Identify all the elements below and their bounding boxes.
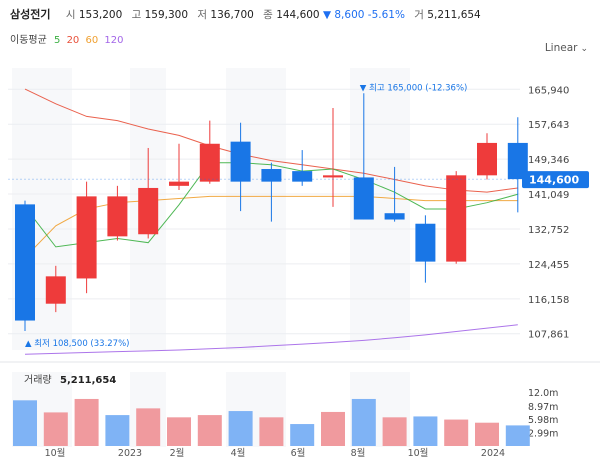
close-value: 144,600 [276,9,320,21]
candle-body [384,213,405,220]
volume-bar [259,417,284,446]
volume-y-tick-label: 12.0m [528,388,558,399]
candle-body [415,223,436,262]
volume-y-tick-label: 5.98m [528,415,558,426]
volume-bar [351,398,376,446]
y-tick-label: 157,643 [528,120,569,131]
x-tick-label: 8월 [351,447,366,457]
volume-bar [444,419,469,446]
y-tick-label: 149,346 [528,155,569,166]
candle-body [507,142,528,180]
low-label: 저 [197,9,208,21]
ma20-line [24,88,518,193]
ma-legend-label: 이동평균 [10,35,47,46]
volume-panel-value: 5,211,654 [60,375,116,386]
close-label: 종 [263,9,273,21]
candle-body [477,142,497,176]
y-tick-label: 141,049 [528,190,569,201]
volume-value: 5,211,654 [427,9,481,21]
ma5-line [24,162,518,248]
volume-bar [136,408,161,446]
scale-label: Linear [544,42,578,54]
volume-bar [197,415,222,446]
high-value: 159,300 [144,9,189,21]
ma-legend-60: 60 [85,35,99,46]
grid-band [350,68,410,350]
moving-average-legend[interactable]: 이동평균 5 20 60 120 [10,31,127,46]
volume-bar [505,425,530,446]
open-value: 153,200 [78,9,123,21]
low-annotation: ▲ 최저 108,500 (33.27%) [25,338,129,349]
volume-bar [475,422,499,446]
open-label: 시 [65,9,76,21]
ma120-line [24,324,518,355]
x-tick-label: 4월 [231,447,246,457]
y-tick-label: 116,158 [528,295,569,306]
volume-grid-band [130,372,166,447]
candle-body [261,169,282,182]
candle-body [323,175,343,178]
candle-body [107,196,128,237]
candle-body [292,171,313,182]
candle-body [353,177,374,220]
volume-label: 거 [414,9,424,21]
candle-body [76,196,97,279]
change-percent: -5.61% [367,9,405,21]
candle-body [199,143,220,182]
y-tick-label: 132,752 [528,225,569,236]
volume-bar [43,412,68,446]
stock-name: 삼성전기 [10,8,51,21]
volume-bar [228,411,253,446]
scale-dropdown[interactable]: Linear ⌄ [545,42,588,54]
candle-body [230,141,251,182]
volume-bar [290,424,315,446]
current-price-label: 144,600 [529,174,579,187]
volume-bar [105,415,130,446]
x-tick-label: 6월 [291,447,306,457]
grid-band [130,68,166,350]
x-tick-label: 2023 [118,448,142,457]
volume-bar [382,417,407,446]
volume-grid-band [12,372,72,447]
volume-bar [321,411,345,446]
volume-bar [74,398,99,446]
volume-y-tick-label: 8.97m [528,402,558,413]
candle-body [169,181,189,186]
candle-body [138,187,159,235]
x-tick-label: 10월 [45,447,66,457]
volume-bar [413,416,438,446]
change-value: 8,600 [334,9,365,21]
high-annotation: ▼ 최고 165,000 (-12.36%) [360,82,468,93]
candle-body [15,204,35,321]
x-tick-label: 2월 [170,447,185,457]
chevron-down-icon: ⌄ [580,44,588,54]
ma-legend-5: 5 [54,35,61,46]
high-label: 고 [131,9,142,21]
volume-bar [167,417,191,446]
y-tick-label: 165,940 [528,85,569,96]
grid-band [226,68,286,350]
candle-body [446,175,467,262]
y-tick-label: 124,455 [528,260,569,271]
volume-panel-label: 거래량 [24,374,52,386]
ma-legend-20: 20 [66,35,80,46]
volume-bar [13,400,37,446]
low-value: 136,700 [210,9,254,21]
volume-grid-band [350,372,410,447]
ma-legend-120: 120 [104,35,124,46]
grid-band [12,68,72,350]
volume-grid-band [226,372,286,447]
ma60-line [24,195,518,258]
x-tick-label: 10월 [408,447,429,457]
current-price-badge [522,171,589,189]
candle-body [45,276,66,304]
price-header: 삼성전기 시 153,200 고 159,300 저 136,700 종 144… [10,6,481,22]
x-tick-label: 2024 [481,448,505,457]
volume-y-tick-label: 2.99m [528,429,558,440]
y-tick-label: 107,861 [528,330,569,341]
change-arrow-icon: ▼ [322,9,332,21]
